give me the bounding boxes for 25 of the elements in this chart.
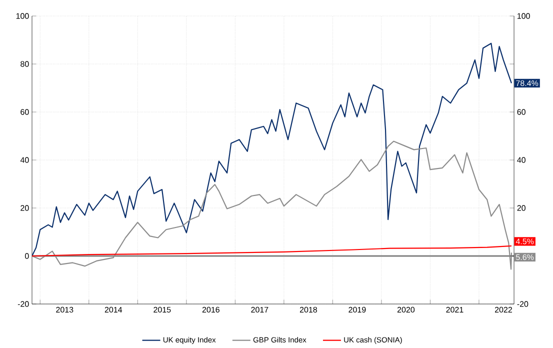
x-tick-label: 2017 xyxy=(251,306,268,313)
y2-tick-label: 20 xyxy=(517,205,526,211)
x-tick-label: 2019 xyxy=(348,306,366,313)
text: 78.4% xyxy=(516,80,538,86)
x-tick-label: 2016 xyxy=(202,306,220,313)
x-tick-label: 2014 xyxy=(104,306,122,313)
y-tick-label: 0 xyxy=(25,253,29,259)
x-tick-label: 2015 xyxy=(154,306,171,313)
text: 5.6% xyxy=(516,254,534,260)
y-tick-label: 80 xyxy=(20,61,29,67)
y-tick-label: 60 xyxy=(20,109,29,115)
y2-tick-label: -20 xyxy=(517,301,528,307)
x-tick-label: 2013 xyxy=(56,306,74,313)
y-tick-label: 40 xyxy=(20,157,29,163)
y-tick-label: 100 xyxy=(16,13,29,19)
x-tick-label: 2018 xyxy=(300,306,317,313)
x-tick-label: 2021 xyxy=(446,306,464,313)
y-tick-label: 20 xyxy=(20,205,29,211)
text: 4.5% xyxy=(516,238,534,244)
y2-tick-label: 60 xyxy=(517,109,526,115)
y2-tick-label: 100 xyxy=(518,13,530,19)
x-tick-label: 2020 xyxy=(397,306,415,313)
y2-tick-label: 40 xyxy=(517,157,526,163)
x-tick-label: 2022 xyxy=(495,306,512,313)
y-tick-label: -20 xyxy=(18,301,29,307)
